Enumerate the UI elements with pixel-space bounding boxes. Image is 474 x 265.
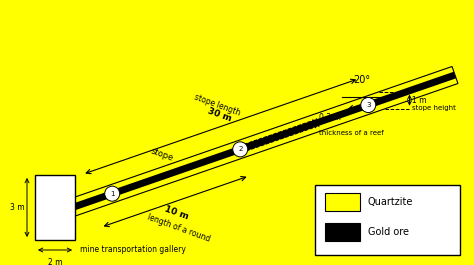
Text: 20°: 20°	[353, 75, 371, 85]
Polygon shape	[39, 67, 458, 227]
Text: 3: 3	[366, 102, 371, 108]
Text: 30 m: 30 m	[207, 107, 233, 124]
Text: 2 m: 2 m	[48, 258, 62, 265]
Circle shape	[361, 98, 376, 113]
Text: 1: 1	[110, 191, 114, 197]
Text: Quartzite: Quartzite	[368, 197, 413, 207]
Text: 3 m: 3 m	[10, 203, 25, 212]
Polygon shape	[41, 72, 456, 221]
Text: stope length: stope length	[193, 92, 242, 117]
Text: mine transportation gallery: mine transportation gallery	[80, 245, 186, 254]
Bar	[315, 185, 460, 255]
Text: stope: stope	[150, 147, 174, 163]
Circle shape	[233, 142, 248, 157]
Bar	[325, 223, 360, 241]
Text: 0,3 m: 0,3 m	[319, 113, 340, 122]
Text: thickness of a reef: thickness of a reef	[319, 130, 383, 136]
Text: length of a round: length of a round	[146, 213, 212, 244]
Bar	[35, 175, 75, 240]
Text: Gold ore: Gold ore	[368, 227, 409, 237]
Text: 1 m: 1 m	[412, 96, 427, 105]
Circle shape	[105, 186, 120, 201]
Text: stope height: stope height	[412, 105, 456, 111]
Text: 10 m: 10 m	[163, 204, 189, 221]
Bar	[325, 193, 360, 211]
Text: 2: 2	[238, 146, 242, 152]
